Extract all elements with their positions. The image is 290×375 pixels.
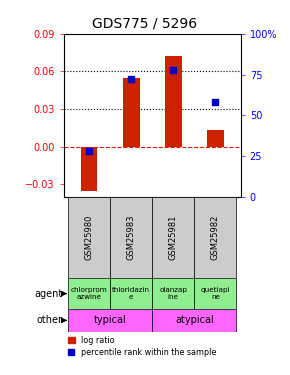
Bar [152, 278, 194, 309]
Bar [165, 56, 182, 147]
Text: olanzap
ine: olanzap ine [159, 287, 187, 300]
Bar [110, 197, 152, 278]
Text: thioridazin
e: thioridazin e [112, 287, 150, 300]
Text: GSM25982: GSM25982 [211, 215, 220, 260]
Text: chlorprom
azwine: chlorprom azwine [71, 287, 108, 300]
Text: agent: agent [35, 289, 63, 298]
Bar [207, 130, 224, 147]
Bar [110, 278, 152, 309]
Point [129, 76, 133, 82]
Legend: log ratio, percentile rank within the sample: log ratio, percentile rank within the sa… [64, 332, 220, 360]
Bar [152, 197, 194, 278]
Bar [68, 309, 152, 332]
Bar [68, 197, 110, 278]
Point [171, 67, 176, 73]
Bar [123, 78, 139, 147]
Text: typical: typical [94, 315, 126, 326]
Bar [81, 147, 97, 190]
Text: other: other [37, 315, 63, 326]
Bar [152, 309, 236, 332]
Text: GDS775 / 5296: GDS775 / 5296 [93, 17, 197, 31]
Bar [194, 197, 236, 278]
Text: GSM25981: GSM25981 [169, 215, 178, 260]
Point [213, 99, 218, 105]
Text: GSM25980: GSM25980 [85, 215, 94, 260]
Bar [68, 278, 110, 309]
Text: GSM25983: GSM25983 [127, 215, 136, 260]
Point [87, 148, 91, 154]
Text: quetiapi
ne: quetiapi ne [201, 287, 230, 300]
Bar [194, 278, 236, 309]
Text: atypical: atypical [175, 315, 214, 326]
